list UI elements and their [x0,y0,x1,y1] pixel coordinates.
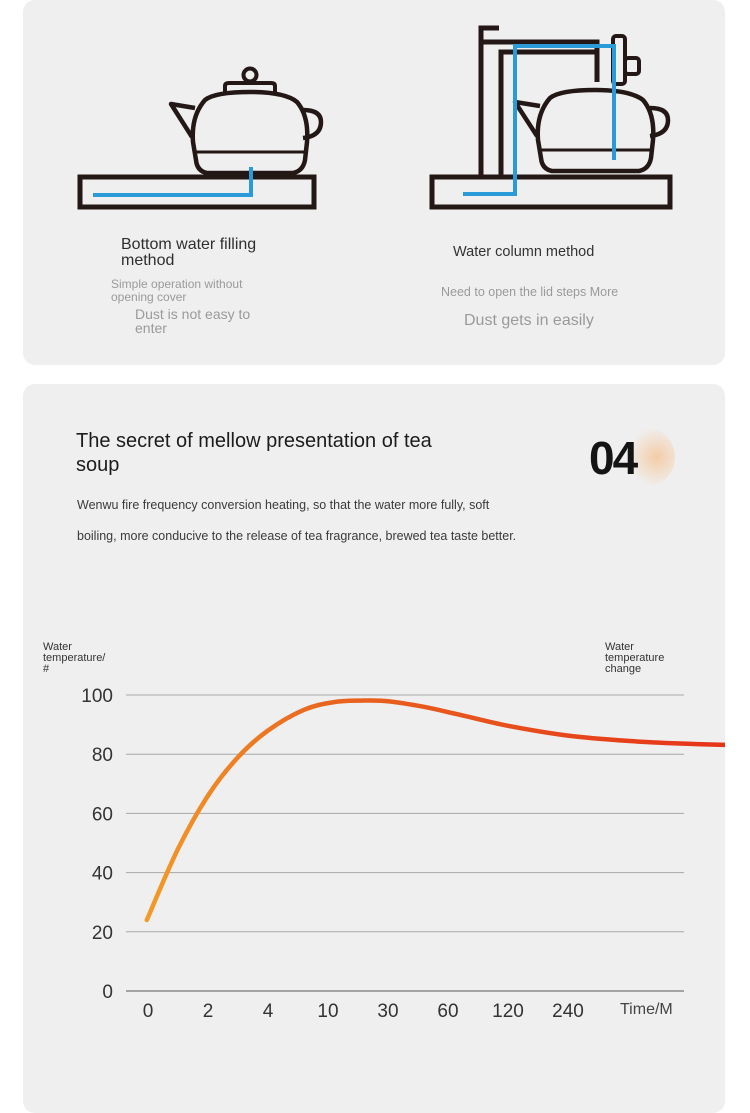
section-number-text: 04 [589,432,639,484]
kettle-body [190,89,310,176]
kettle-handle [302,107,324,141]
kettle-knob [241,66,259,84]
x-tick-label: 240 [552,1001,584,1022]
method-title-bottom: Bottom water filling method [121,236,257,269]
water-column [478,25,499,177]
kettle-handle [649,105,671,139]
y-tick-label: 0 [102,982,113,1003]
y-tick-label: 60 [92,804,113,825]
water-pipe [93,167,253,197]
y-tick-label: 100 [81,686,113,707]
x-tick-label: 30 [377,1001,398,1022]
water-pipe [463,44,616,196]
x-tick-label: 120 [492,1001,524,1022]
method-title-column: Water column method [453,244,595,260]
x-tick-label: 4 [263,1001,274,1022]
column-arm [481,39,600,82]
section-number: 04 [589,427,675,487]
x-tick-label: 2 [203,1001,214,1022]
x-tick-label: 60 [437,1001,458,1022]
section-title: The secret of mellow presentation of tea… [76,430,432,476]
water-column-inner [498,49,597,177]
y-tick-label: 80 [92,745,113,766]
kettle-body [535,87,656,174]
method-comparison-card: Bottom water filling method Simple opera… [23,0,725,365]
water-column-kettle-illustration [429,25,673,210]
y-axis-label-text: Water temperature/# [43,641,106,675]
x-axis-label: Time/M [620,1001,673,1018]
kettle-spout [168,101,196,139]
x-tick-label: 10 [317,1001,338,1022]
method-con-note: Need to open the lid steps More [441,285,619,299]
method-pro-note: Simple operation without opening cover [111,277,243,304]
series-line-water-temperature [144,698,725,923]
legend: Water temperature change [564,641,664,675]
y-tick-label: 20 [92,923,113,944]
bottom-filling-kettle-illustration [77,66,324,210]
y-axis-label: Water temperature/# [43,641,106,675]
tea-soup-card: The secret of mellow presentation of tea… [23,384,725,1113]
x-tick-label: 0 [143,1001,154,1022]
method-pro-note: Dust is not easy to enter [135,306,251,336]
kettle-base [77,174,317,210]
kettle-base [429,174,673,210]
legend-label: Water temperature change [605,641,664,675]
temperature-chart: 0 20 40 60 80 100 0 2 4 10 30 60 120 240 Water temper… [43,641,725,1022]
section-description-line: Wenwu fire frequency conversion heating,… [77,498,490,512]
y-tick-label: 40 [92,864,113,885]
method-con-note: Dust gets in easily [464,312,594,329]
section-description-line: boiling, more conducive to the release o… [77,529,517,543]
